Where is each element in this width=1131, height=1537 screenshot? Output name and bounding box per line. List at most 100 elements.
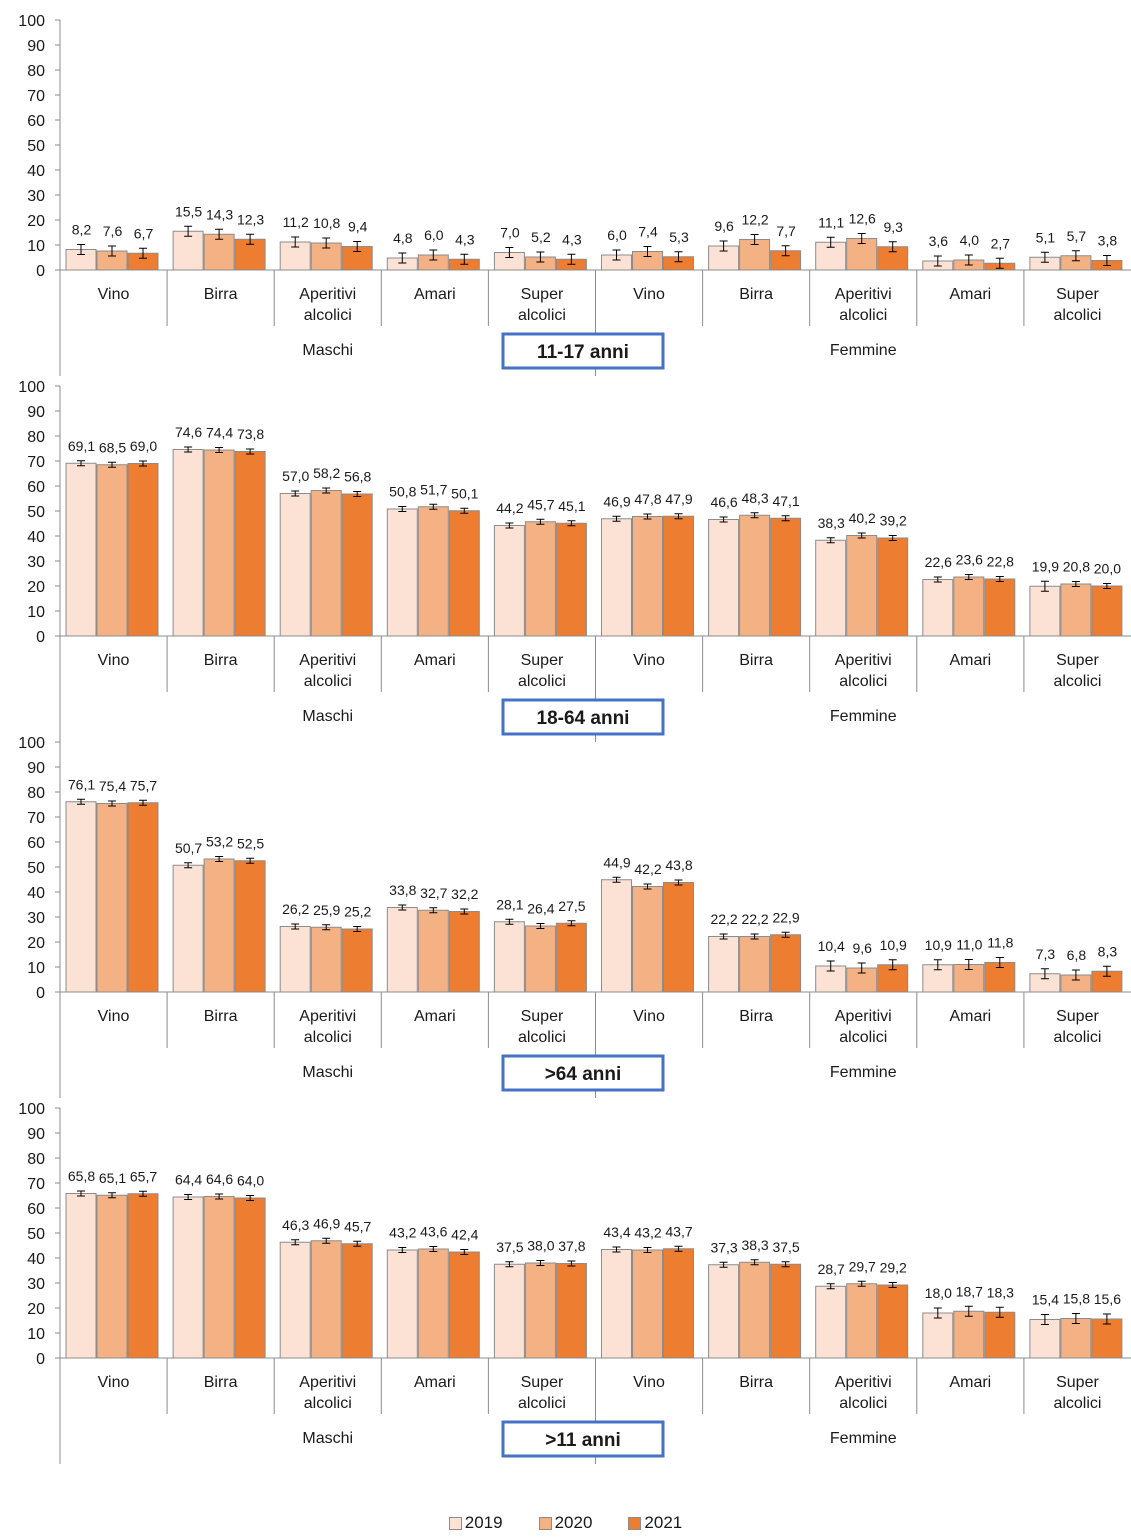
x-tick-label: Vino (633, 286, 665, 303)
bar (1091, 1318, 1123, 1359)
y-tick-label: 40 (27, 163, 45, 180)
group-label: Maschi (302, 708, 353, 725)
x-tick-label: alcolici (839, 307, 887, 324)
data-label: 20,8 (1063, 559, 1090, 575)
bar (846, 1283, 878, 1359)
y-tick-label: 70 (27, 810, 45, 827)
x-tick-label: alcolici (304, 307, 352, 324)
data-label: 45,7 (344, 1218, 371, 1234)
bar (493, 525, 525, 637)
bar (417, 909, 449, 993)
legend-item-2020: 2020 (538, 1512, 592, 1534)
data-label: 5,3 (669, 229, 689, 245)
x-tick-label: alcolici (518, 1395, 566, 1412)
bar (770, 517, 802, 637)
bar (663, 882, 694, 993)
data-label: 51,7 (420, 481, 447, 497)
bar (984, 578, 1016, 637)
x-tick-label: Vino (633, 652, 665, 669)
data-label: 3,6 (929, 233, 949, 249)
bar (1029, 585, 1061, 637)
data-label: 46,3 (282, 1217, 309, 1233)
bar (770, 1263, 802, 1359)
x-tick-label: Birra (739, 1008, 773, 1025)
data-label: 4,3 (562, 231, 582, 247)
y-tick-label: 100 (18, 735, 45, 752)
data-label: 33,8 (389, 882, 416, 898)
y-tick-label: 50 (27, 504, 45, 521)
legend-swatch-2020 (538, 1516, 552, 1530)
y-tick-label: 90 (27, 1126, 45, 1143)
y-tick-label: 10 (27, 604, 45, 621)
x-tick-label: Amari (949, 1008, 991, 1025)
data-label: 15,8 (1063, 1291, 1090, 1307)
data-label: 65,1 (99, 1170, 126, 1186)
x-tick-label: Vino (633, 1008, 665, 1025)
data-label: 28,1 (496, 896, 523, 912)
bar (96, 1194, 128, 1359)
y-tick-label: 20 (27, 213, 45, 230)
data-label: 74,6 (175, 424, 202, 440)
bar (632, 886, 663, 993)
data-label: 28,7 (818, 1261, 845, 1277)
x-tick-label: Birra (204, 1374, 238, 1391)
y-tick-label: 30 (27, 910, 45, 927)
data-label: 4,0 (960, 232, 980, 248)
x-tick-label: Super (521, 1008, 564, 1025)
bar (417, 506, 449, 637)
y-tick-label: 90 (27, 38, 45, 55)
bar (279, 493, 311, 637)
age-badge-label: 11-17 anni (537, 342, 629, 363)
bar (708, 936, 740, 993)
data-label: 10,9 (925, 937, 952, 953)
bar (922, 579, 954, 637)
data-label: 29,7 (849, 1258, 876, 1274)
x-tick-label: Vino (98, 1008, 130, 1025)
data-label: 18,0 (925, 1285, 952, 1301)
x-tick-label: Birra (739, 652, 773, 669)
data-label: 12,2 (741, 212, 768, 228)
y-tick-label: 100 (18, 379, 45, 396)
data-label: 65,8 (68, 1168, 95, 1184)
bar (448, 911, 480, 993)
x-tick-label: Aperitivi (299, 652, 356, 669)
bar (953, 576, 985, 637)
y-tick-label: 10 (27, 960, 45, 977)
y-tick-label: 0 (36, 1351, 45, 1368)
data-label: 75,4 (99, 778, 126, 794)
y-tick-label: 90 (27, 760, 45, 777)
data-label: 6,0 (607, 227, 627, 243)
y-tick-label: 30 (27, 554, 45, 571)
y-tick-label: 50 (27, 860, 45, 877)
bar (203, 233, 235, 271)
data-label: 9,3 (883, 219, 903, 235)
data-label: 38,3 (818, 515, 845, 531)
data-label: 64,0 (237, 1173, 264, 1189)
bar (601, 879, 632, 993)
data-label: 19,9 (1032, 558, 1059, 574)
x-tick-label: Birra (739, 1374, 773, 1391)
bar (493, 1263, 525, 1359)
bar (1091, 585, 1123, 637)
data-label: 69,1 (68, 438, 95, 454)
bar (96, 464, 128, 637)
x-tick-label: Aperitivi (299, 1374, 356, 1391)
y-tick-label: 30 (27, 188, 45, 205)
bar (601, 518, 632, 637)
bar (739, 936, 771, 993)
data-label: 38,0 (527, 1238, 554, 1254)
data-label: 4,8 (393, 230, 413, 246)
data-label: 76,1 (68, 776, 95, 792)
group-label: Femmine (830, 1430, 897, 1447)
y-tick-label: 70 (27, 454, 45, 471)
bar (1060, 583, 1092, 637)
y-tick-label: 20 (27, 1301, 45, 1318)
age-badge (501, 332, 665, 370)
legend: 2019 2020 2021 (0, 1512, 1131, 1534)
data-label: 53,2 (206, 834, 233, 850)
data-label: 64,4 (175, 1172, 202, 1188)
x-tick-label: Aperitivi (835, 1374, 892, 1391)
y-tick-label: 80 (27, 63, 45, 80)
bar (1029, 1319, 1061, 1359)
bar (922, 1312, 954, 1359)
